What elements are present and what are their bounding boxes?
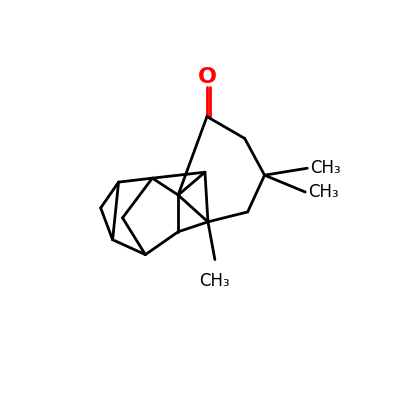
Text: CH₃: CH₃ xyxy=(308,183,339,201)
Text: O: O xyxy=(198,67,216,87)
Text: CH₃: CH₃ xyxy=(200,272,230,290)
Text: CH₃: CH₃ xyxy=(310,159,341,177)
